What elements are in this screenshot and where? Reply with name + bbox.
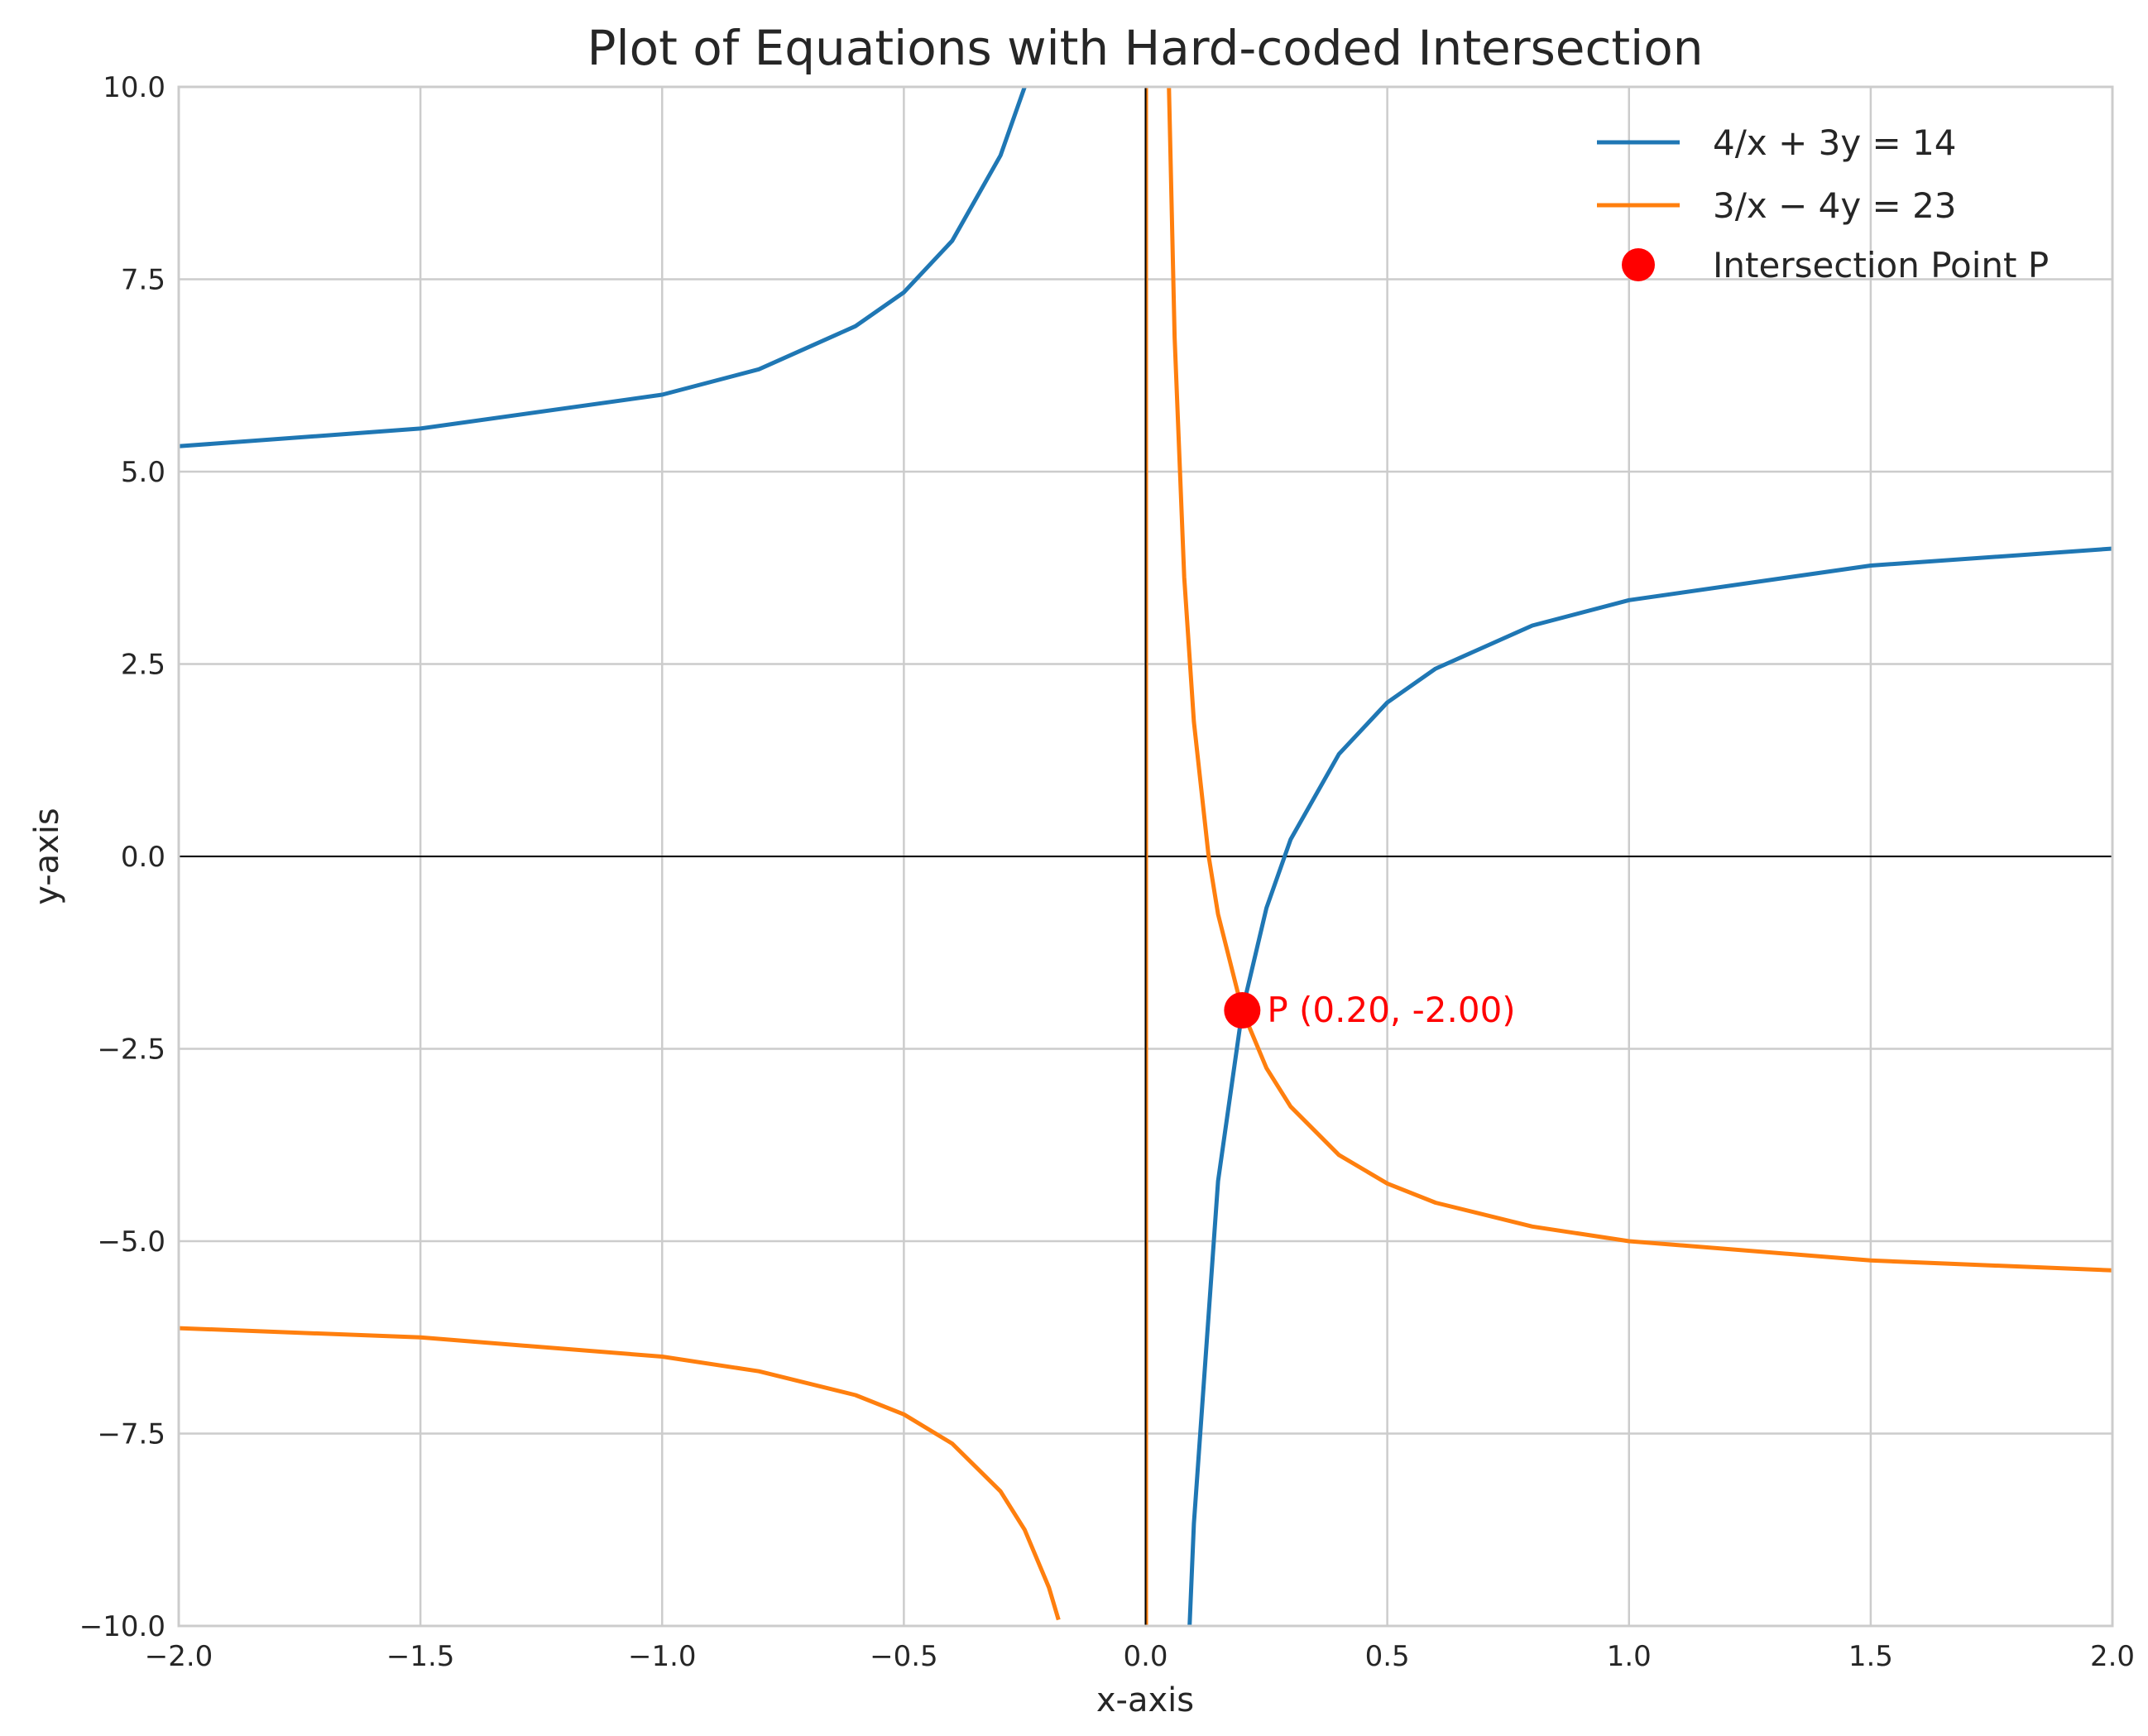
series-lines [179, 87, 2112, 1626]
y-tick-label: −5.0 [97, 1225, 165, 1259]
reference-lines [179, 87, 2112, 1626]
x-tick-label: 1.5 [1848, 1640, 1893, 1673]
x-tick-labels: −2.0 −1.5 −1.0 −0.5 0.0 0.5 1.0 1.5 2.0 [145, 1640, 2135, 1673]
plot-frame [177, 85, 2114, 1628]
legend-label-2: 3/x − 4y = 23 [1713, 185, 1957, 226]
y-tick-label: 5.0 [121, 456, 165, 489]
y-tick-label: 10.0 [103, 71, 165, 104]
y-tick-label: −10.0 [79, 1610, 165, 1643]
x-tick-label: 1.0 [1607, 1640, 1652, 1673]
y-tick-label: −2.5 [97, 1033, 165, 1067]
legend-label-point: Intersection Point P [1713, 245, 2049, 285]
x-tick-label: −0.5 [870, 1640, 938, 1673]
y-tick-label: 0.0 [121, 841, 165, 874]
x-tick-label: 0.0 [1123, 1640, 1167, 1673]
y-tick-label: 2.5 [121, 649, 165, 682]
series-line-1 [179, 87, 2112, 1626]
x-tick-label: −1.0 [628, 1640, 697, 1673]
y-tick-label: 7.5 [121, 264, 165, 297]
x-axis-label: x-axis [1096, 1681, 1194, 1719]
x-tick-label: 0.5 [1365, 1640, 1410, 1673]
x-tick-label: −1.5 [386, 1640, 455, 1673]
x-tick-label: 2.0 [2090, 1640, 2135, 1673]
x-tick-label: −2.0 [145, 1640, 213, 1673]
chart-title: Plot of Equations with Hard-coded Inters… [587, 20, 1704, 76]
legend-label-1: 4/x + 3y = 14 [1713, 122, 1957, 163]
y-axis-label: y-axis [28, 808, 66, 905]
y-tick-label: −7.5 [97, 1418, 165, 1451]
intersection-point-annotation: P (0.20, -2.00) [1267, 990, 1515, 1030]
y-tick-labels: −10.0 −7.5 −5.0 −2.5 0.0 2.5 5.0 7.5 10.0 [79, 71, 165, 1643]
series-line-2 [179, 87, 2112, 1621]
points: P (0.20, -2.00) [1224, 990, 1516, 1030]
intersection-point-marker [1224, 992, 1261, 1029]
legend-point-marker [1622, 248, 1655, 281]
legend: 4/x + 3y = 14 3/x − 4y = 23 Intersection P… [1597, 122, 2049, 285]
